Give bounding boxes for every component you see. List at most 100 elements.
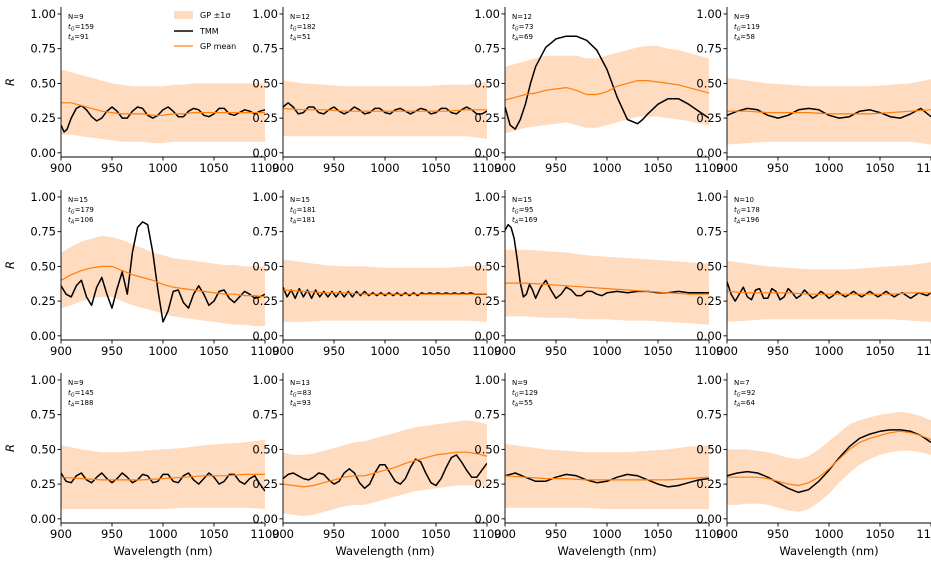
x-tick-label: 1000	[592, 344, 621, 358]
x-tick-label: 900	[494, 344, 516, 358]
x-tick-label: 900	[272, 161, 294, 175]
gp-mean-line	[283, 107, 487, 112]
panel-annotation: tG=129	[512, 389, 538, 399]
panel-annotation: tG=119	[734, 23, 760, 33]
y-tick-label: 0.00	[696, 512, 722, 526]
plot-area	[727, 260, 931, 322]
panel-annotation: N=15	[290, 196, 310, 204]
y-tick-label: 1.00	[696, 190, 722, 204]
panel-5: 0.00 0.25 0.50 0.75 1.00 900 950 1000 1050 1100 N=…	[3, 190, 280, 358]
legend: GP ±1σ TMM GP mean	[174, 11, 236, 51]
panel-annotation: tG=181	[290, 206, 316, 216]
x-tick-label: 950	[767, 344, 789, 358]
y-tick-label: 0.50	[696, 76, 722, 90]
x-tick-label: 950	[545, 344, 567, 358]
x-tick-label: 1050	[421, 344, 450, 358]
tmm-line	[727, 429, 931, 494]
x-tick-label: 1100	[694, 344, 723, 358]
tmm-line	[283, 102, 487, 115]
tmm-line	[283, 454, 487, 490]
x-axis-label: Wavelength (nm)	[557, 544, 656, 558]
panel-1: 0.00 0.25 0.50 0.75 1.00 900 950 1000 1050 1100 N=…	[3, 7, 280, 175]
tmm-line	[505, 35, 709, 130]
y-tick-label: 1.00	[30, 373, 56, 387]
x-tick-label: 950	[101, 344, 123, 358]
gp-band	[727, 77, 931, 145]
y-tick-label: 1.00	[30, 7, 56, 21]
y-tick-label: 0.00	[30, 329, 56, 343]
gp-band	[283, 80, 487, 139]
x-tick-label: 1050	[199, 344, 228, 358]
panel-2: 0.00 0.25 0.50 0.75 1.00 900 950 1000 1050 1100 N=…	[252, 7, 501, 175]
x-tick-label: 950	[545, 527, 567, 541]
y-tick-label: 0.75	[30, 408, 56, 422]
legend-mean-label: GP mean	[200, 42, 236, 51]
x-tick-label: 900	[272, 344, 294, 358]
legend-band-label: GP ±1σ	[200, 11, 230, 20]
x-tick-label: 950	[323, 344, 345, 358]
y-tick-label: 1.00	[696, 373, 722, 387]
x-tick-label: 1000	[814, 161, 843, 175]
panel-annotation: tG=182	[290, 23, 316, 33]
y-tick-label: 0.00	[696, 329, 722, 343]
x-tick-label: 900	[716, 344, 738, 358]
panel-annotation: tA=58	[734, 33, 755, 43]
gp-band	[505, 45, 709, 134]
panel-annotation: tG=83	[290, 389, 311, 399]
gp-band	[283, 420, 487, 517]
panel-annotation: tA=91	[68, 33, 89, 43]
y-tick-label: 0.75	[696, 225, 722, 239]
x-tick-label: 900	[716, 161, 738, 175]
x-tick-label: 950	[101, 527, 123, 541]
x-tick-label: 1050	[865, 527, 894, 541]
x-tick-label: 900	[50, 527, 72, 541]
y-tick-label: 0.50	[252, 76, 278, 90]
y-tick-label: 0.75	[474, 408, 500, 422]
panel-annotation: N=12	[290, 13, 310, 21]
y-tick-label: 0.50	[696, 442, 722, 456]
panel-annotation: N=13	[290, 379, 310, 387]
panel-annotation: N=9	[512, 379, 528, 387]
y-tick-label: 0.50	[30, 259, 56, 273]
gp-band	[727, 260, 931, 322]
tmm-line	[61, 104, 265, 133]
legend-tmm-label: TMM	[199, 27, 219, 36]
y-tick-label: 0.50	[30, 76, 56, 90]
y-tick-label: 1.00	[474, 190, 500, 204]
y-tick-label: 0.00	[252, 329, 278, 343]
tmm-line	[61, 221, 265, 323]
panel-annotation: tG=145	[68, 389, 94, 399]
x-axis-label: Wavelength (nm)	[113, 544, 212, 558]
plot-area	[727, 77, 931, 145]
plot-area	[61, 69, 265, 144]
gp-mean-line	[727, 290, 931, 295]
y-tick-label: 1.00	[30, 190, 56, 204]
x-tick-label: 1050	[421, 161, 450, 175]
x-tick-label: 950	[323, 527, 345, 541]
panel-annotation: tA=51	[290, 33, 311, 43]
y-tick-label: 0.00	[252, 512, 278, 526]
x-tick-label: 1000	[592, 161, 621, 175]
x-tick-label: 1100	[472, 527, 501, 541]
y-tick-label: 0.00	[30, 146, 56, 160]
plot-area	[727, 411, 931, 512]
x-tick-label: 900	[50, 161, 72, 175]
plot-area	[505, 35, 709, 134]
y-tick-label: 1.00	[252, 7, 278, 21]
y-tick-label: 0.75	[30, 42, 56, 56]
x-tick-label: 1100	[916, 161, 931, 175]
panel-annotation: tA=93	[290, 399, 311, 409]
panel-annotation: tA=196	[734, 216, 760, 226]
panel-annotation: tG=159	[68, 23, 94, 33]
panel-9: 0.00 0.25 0.50 0.75 1.00 900 950 1000 1050 1100 N=…	[3, 373, 280, 558]
gp-mean-line	[283, 451, 487, 488]
panel-annotation: tG=73	[512, 23, 533, 33]
panel-annotation: N=10	[734, 196, 754, 204]
y-tick-label: 0.75	[696, 42, 722, 56]
gp-band	[61, 235, 265, 327]
plot-area	[505, 443, 709, 510]
panel-annotation: N=12	[512, 13, 532, 21]
y-tick-label: 0.00	[252, 146, 278, 160]
x-tick-label: 1050	[421, 527, 450, 541]
y-tick-label: 0.25	[696, 111, 722, 125]
